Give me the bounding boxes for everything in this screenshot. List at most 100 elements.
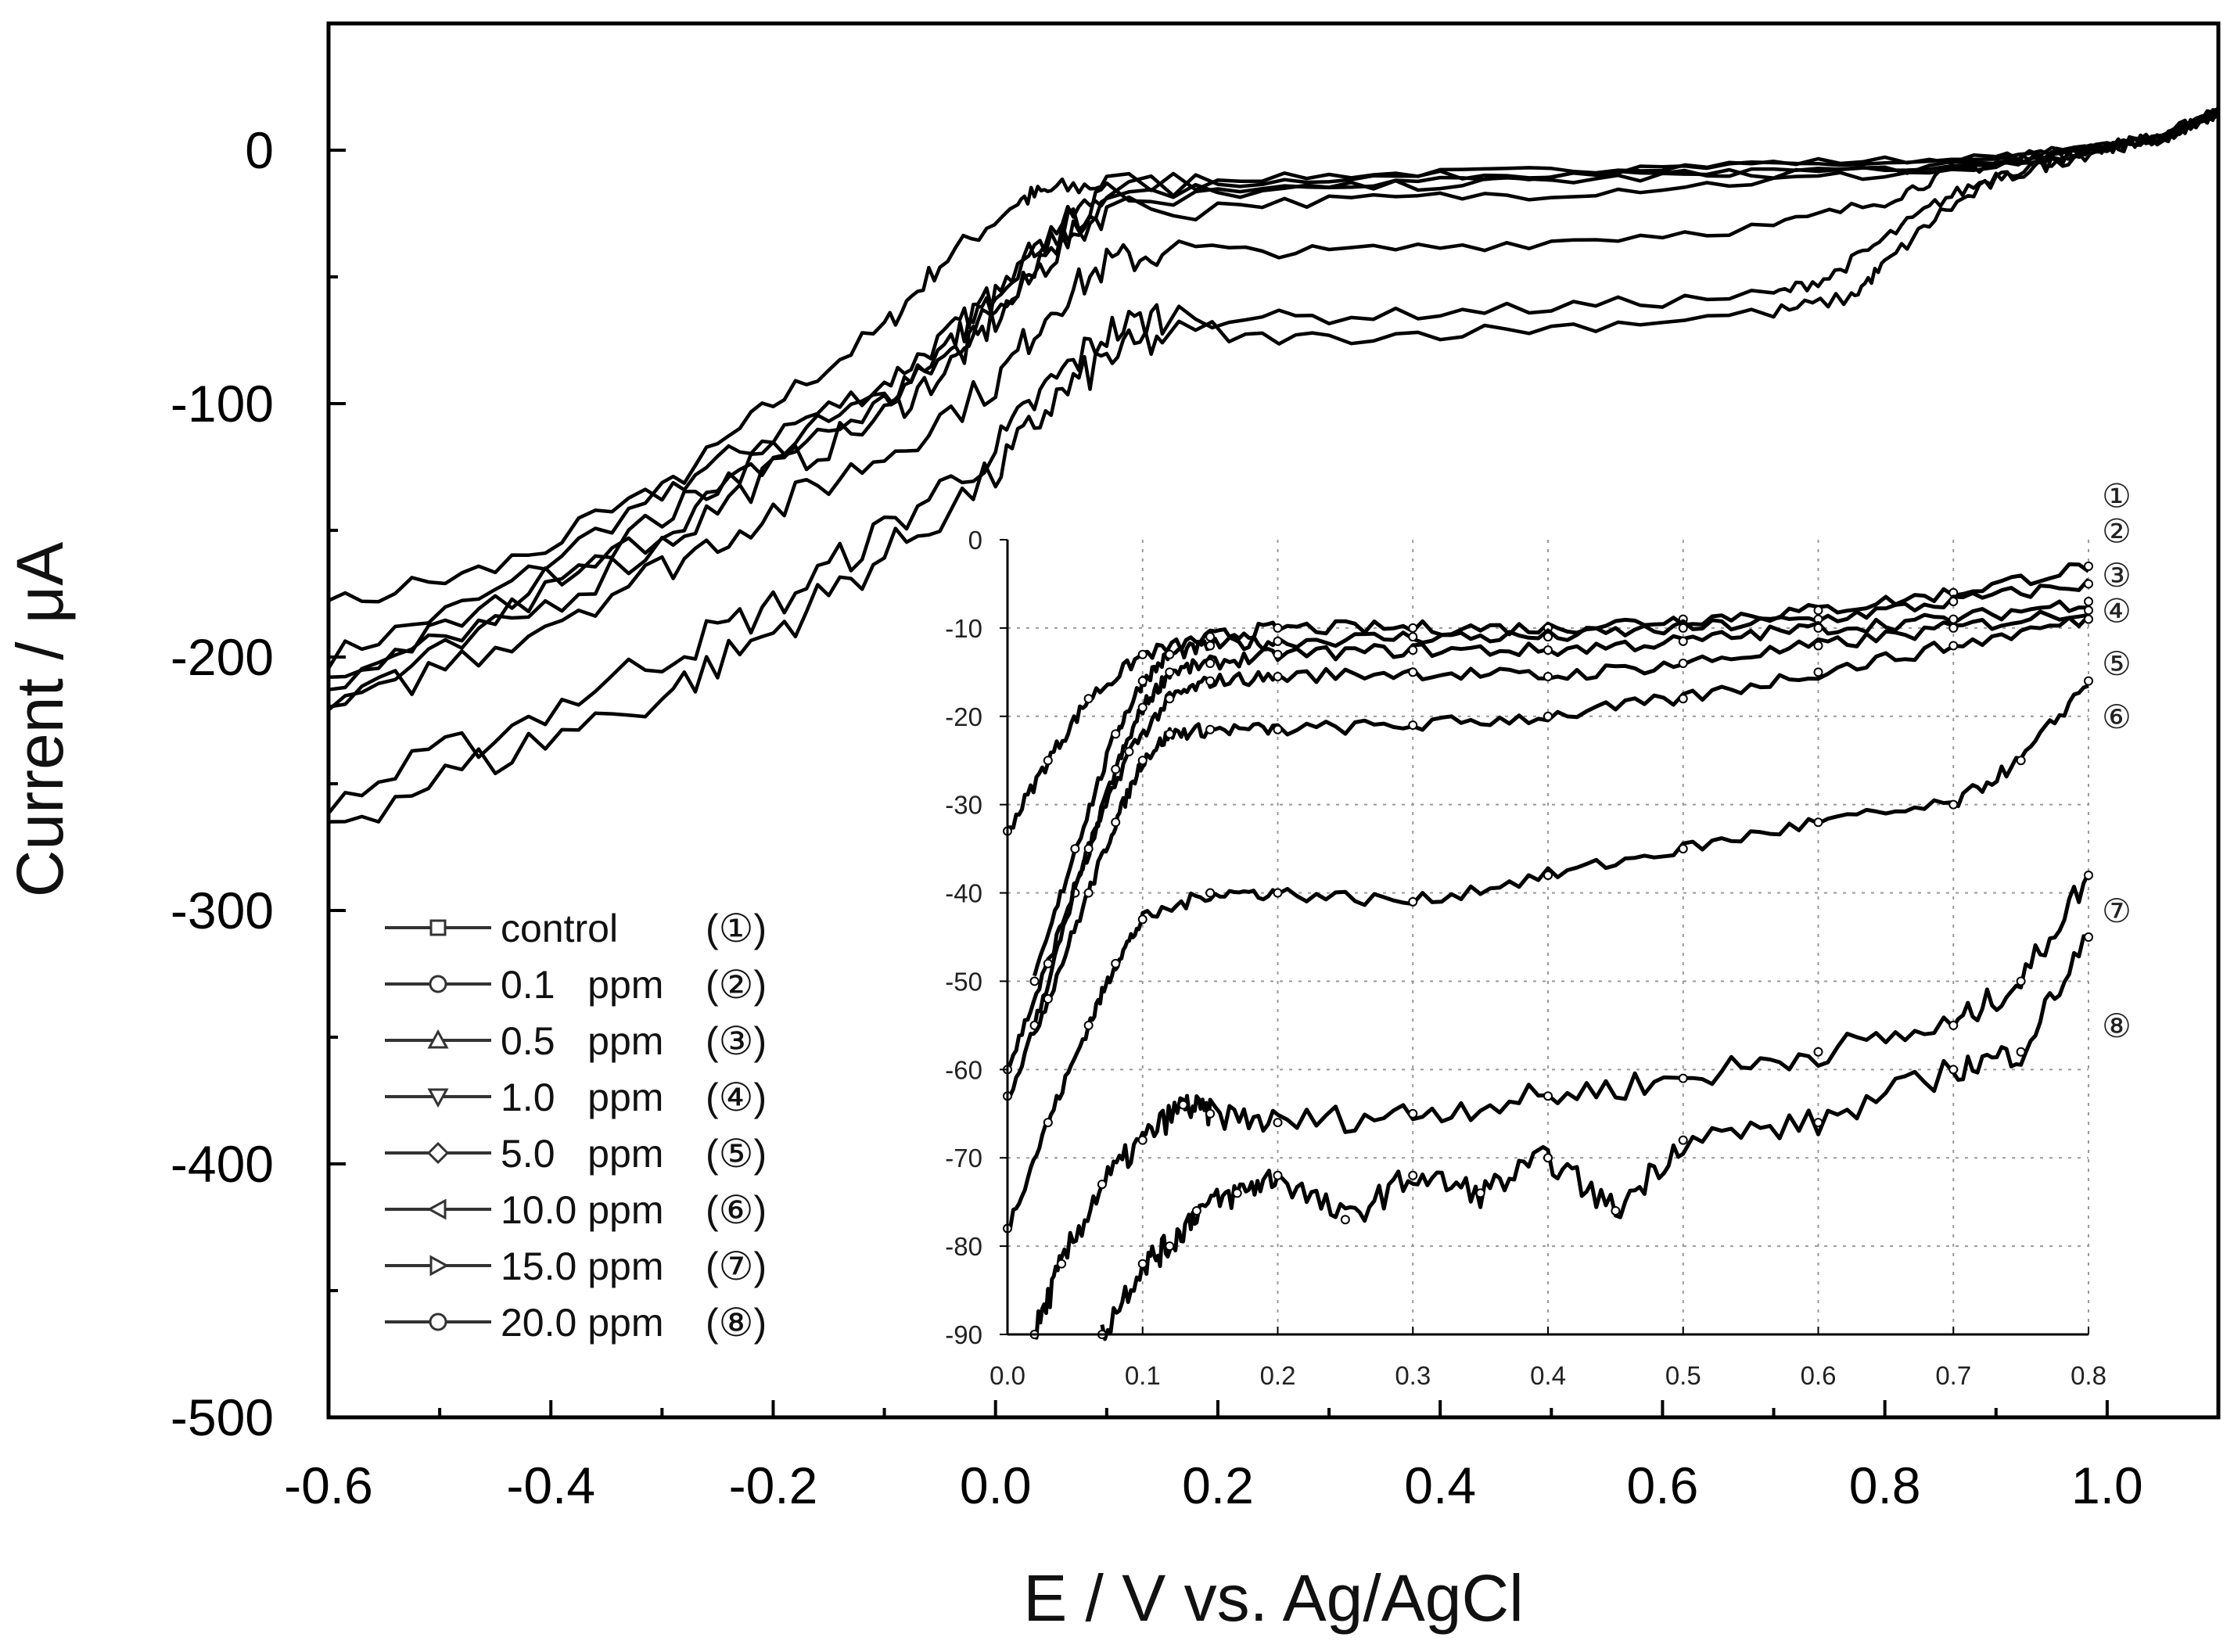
- inset-series-marker: [1178, 1100, 1188, 1110]
- inset-series-marker: [1948, 641, 1959, 651]
- inset-series-marker: [1948, 623, 1959, 633]
- legend-curve-id: (⑥): [706, 1188, 767, 1232]
- x-tick-label: 0.4: [1404, 1456, 1476, 1514]
- inset-series-marker: [2084, 561, 2093, 571]
- main-ticks: [327, 149, 2220, 1419]
- inset-y-tick-label: -90: [945, 1320, 982, 1349]
- inset-series-marker: [2084, 676, 2093, 686]
- legend-marker-diamond: [426, 1141, 450, 1165]
- inset-series-marker: [1083, 888, 1094, 898]
- inset-series-marker: [1137, 702, 1148, 713]
- main-series-line-8: [328, 106, 2221, 824]
- inset-series-marker: [2016, 1047, 2026, 1057]
- inset-series-marker: [1408, 720, 1418, 731]
- inset-series-marker: [1543, 870, 1553, 880]
- inset-y-tick-label: -60: [945, 1055, 982, 1084]
- inset-x-tick-label: 0.7: [1935, 1361, 1971, 1390]
- inset-series-marker: [1408, 1108, 1418, 1119]
- inset-series-marker: [1205, 676, 1216, 686]
- inset-series-marker: [1543, 1153, 1553, 1163]
- inset-series-marker: [1813, 623, 1823, 633]
- y-tick-label: -400: [171, 1135, 274, 1193]
- inset-series-marker: [1948, 614, 1959, 624]
- y-axis-title: Current / μA: [3, 542, 77, 898]
- inset-series-marker: [1408, 667, 1418, 677]
- inset-series-marker: [1205, 888, 1216, 898]
- inset-series-marker: [1165, 694, 1175, 704]
- inset-series-marker: [1029, 976, 1040, 986]
- inset-x-tick-labels: 0.0 0.1 0.2 0.3 0.4 0.5 0.6 0.7 0.8: [989, 1361, 2106, 1390]
- inset-series-marker: [1111, 958, 1121, 968]
- legend-curve-id: (③): [706, 1019, 767, 1063]
- x-tick-label: 0.8: [1849, 1456, 1921, 1514]
- inset-series-marker: [1273, 623, 1283, 633]
- x-tick-label: -0.4: [506, 1456, 595, 1514]
- inset-curve-id-2: ②: [2102, 512, 2132, 551]
- inset-series-marker: [1137, 676, 1148, 686]
- inset-series-marker: [1678, 1135, 1688, 1145]
- inset-series-marker: [1205, 724, 1216, 734]
- main-plot-frame: [326, 21, 2221, 1420]
- inset-series-marker: [1678, 636, 1688, 646]
- inset-series-marker: [1408, 645, 1418, 655]
- legend-curve-id: (⑧): [706, 1301, 767, 1345]
- legend-label: 5.0 ppm: [501, 1132, 663, 1176]
- y-tick-label: -100: [171, 375, 274, 433]
- inset-x-tick-label: 0.6: [1801, 1361, 1837, 1390]
- inset-series-marker: [1165, 667, 1175, 677]
- inset-series-marker: [1813, 667, 1823, 677]
- inset-curve-id-4: ④: [2102, 591, 2132, 630]
- inset-series-marker: [1948, 799, 1959, 810]
- inset-series-marker: [1273, 1118, 1283, 1128]
- inset-ticks: [1000, 539, 2089, 1335]
- inset-series-marker: [1813, 641, 1823, 651]
- inset-series-marker: [1043, 756, 1053, 766]
- inset-series-marker: [1678, 844, 1688, 854]
- inset-series-marker: [1678, 659, 1688, 669]
- x-tick-label: 0.0: [960, 1456, 1032, 1514]
- inset-series-marker: [2084, 579, 2093, 589]
- inset-series-marker: [1543, 671, 1553, 681]
- inset-series-marker: [1813, 605, 1823, 616]
- main-y-tick-labels: 0 -100 -200 -300 -400 -500: [171, 121, 274, 1446]
- inset-series-marker: [1205, 659, 1216, 669]
- inset-series-marker: [1678, 1073, 1688, 1083]
- inset-y-tick-label: -20: [945, 702, 982, 731]
- inset-series-marker: [1408, 896, 1418, 907]
- inset-series-marker: [1137, 649, 1148, 659]
- legend-label: 20.0 ppm: [501, 1301, 663, 1345]
- inset-series-marker: [1137, 1259, 1148, 1269]
- inset-curves: [1003, 561, 2093, 1341]
- inset-curve-id-3: ③: [2102, 556, 2132, 594]
- inset-series-marker: [1408, 632, 1418, 642]
- main-curves: [327, 106, 2221, 824]
- inset-series-marker: [1948, 1020, 1959, 1030]
- x-axis-title: E / V vs. Ag/AgCl: [1023, 1561, 1524, 1635]
- inset-series-marker: [1111, 729, 1121, 739]
- y-tick-label: -500: [171, 1388, 274, 1446]
- legend-label: 1.0 ppm: [501, 1076, 663, 1119]
- inset-series-marker: [1948, 1065, 1959, 1075]
- inset-series-marker: [2084, 597, 2093, 607]
- inset-series-marker: [1543, 632, 1553, 642]
- x-tick-label: -0.6: [284, 1456, 373, 1514]
- legend-marker-square: [429, 919, 447, 936]
- inset-series-line-6: [1006, 684, 2089, 1233]
- inset-series-marker: [1205, 1108, 1216, 1119]
- inset-curve-id-5: ⑤: [2102, 645, 2132, 683]
- inset-y-tick-label: -10: [945, 614, 982, 643]
- inset-series-marker: [1083, 844, 1094, 854]
- inset-series-marker: [1611, 1205, 1621, 1216]
- inset-x-tick-label: 0.1: [1125, 1361, 1161, 1390]
- inset-series-marker: [1111, 817, 1121, 828]
- inset-curve-id-1: ①: [2102, 477, 2132, 515]
- inset-y-tick-label: -80: [945, 1232, 982, 1261]
- inset-series-marker: [1070, 844, 1080, 854]
- inset-y-tick-label: -40: [945, 879, 982, 908]
- inset-series-marker: [2084, 932, 2093, 942]
- main-series-line-1: [327, 112, 2219, 670]
- inset-series-marker: [1232, 1188, 1242, 1198]
- y-tick-label: -300: [171, 882, 274, 939]
- inset-series-marker: [2016, 976, 2026, 986]
- inset-series-line-8: [1100, 934, 2089, 1341]
